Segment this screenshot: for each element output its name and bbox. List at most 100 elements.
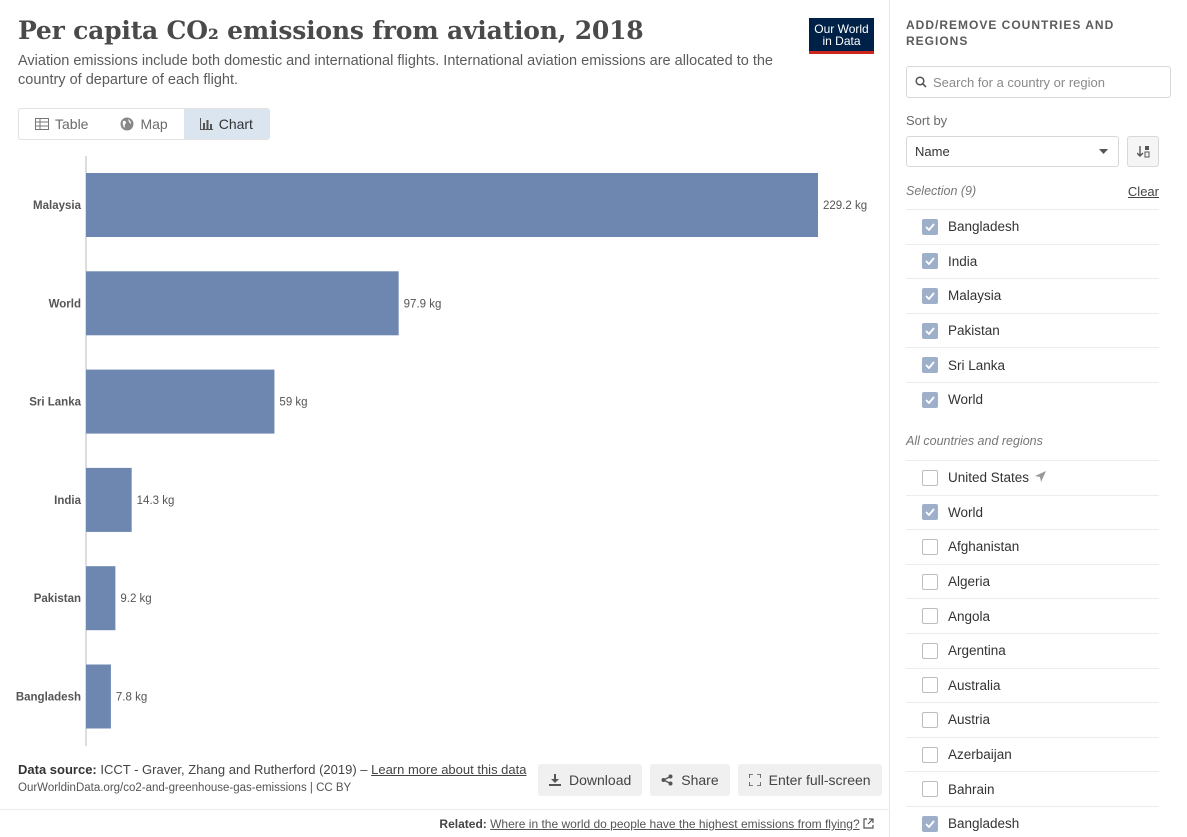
all-header: All countries and regions (906, 434, 1159, 448)
checkbox[interactable] (922, 357, 938, 374)
category-label: India (54, 495, 81, 507)
bar-sri-lanka[interactable] (86, 369, 275, 434)
country-label: Sri Lanka (948, 357, 1006, 373)
country-label: India (948, 253, 978, 269)
bar-chart: Malaysia 229.2 kg World 97.9 kg Sri Lanka 59 … (16, 156, 867, 746)
owid-logo[interactable]: Our World in Data (809, 18, 874, 54)
country-item[interactable]: Sri Lanka (906, 347, 1159, 382)
download-label: Download (569, 772, 632, 788)
country-item[interactable]: Bahrain (906, 771, 1159, 806)
country-item[interactable]: Angola (906, 598, 1159, 633)
checkbox[interactable] (922, 469, 938, 486)
country-item[interactable]: Bangladesh (906, 805, 1159, 837)
sort-order-button[interactable] (1127, 136, 1159, 167)
source-url[interactable]: OurWorldinData.org/co2-and-greenhouse-ga… (18, 782, 352, 794)
country-item[interactable]: Azerbaijan (906, 736, 1159, 772)
country-item[interactable]: World (906, 494, 1159, 530)
country-label: Afghanistan (948, 539, 1020, 555)
search-input[interactable] (933, 74, 1153, 90)
share-button[interactable]: Share (650, 764, 730, 796)
checkbox[interactable] (922, 391, 938, 408)
caret-down-icon (1099, 149, 1108, 154)
country-label: World (948, 392, 984, 408)
search-icon (915, 76, 927, 88)
checkbox[interactable] (922, 781, 938, 798)
table-icon (35, 118, 49, 130)
category-label: World (49, 298, 81, 310)
country-item[interactable]: Algeria (906, 563, 1159, 599)
country-label: Bangladesh (948, 816, 1020, 832)
country-label: World (948, 504, 984, 520)
download-button[interactable]: Download (538, 764, 643, 796)
fullscreen-button[interactable]: Enter full-screen (737, 764, 882, 796)
checkbox[interactable] (922, 711, 938, 728)
bar-india[interactable] (86, 467, 132, 532)
checkbox[interactable] (922, 538, 938, 555)
checkbox[interactable] (922, 287, 938, 304)
checkbox[interactable] (922, 677, 938, 694)
value-label: 59 kg (279, 397, 307, 409)
learn-more-link[interactable]: Learn more about this data (371, 762, 527, 777)
checkbox[interactable] (922, 218, 938, 235)
selection-count: Selection (9) (906, 184, 977, 198)
checkbox[interactable] (922, 608, 938, 625)
entity-selector: ADD/REMOVE COUNTRIES AND REGIONS Sort by… (891, 0, 1187, 837)
sort-order-icon (1136, 145, 1149, 157)
checkbox[interactable] (922, 504, 938, 521)
fullscreen-label: Enter full-screen (768, 772, 871, 788)
country-label: Argentina (948, 643, 1006, 659)
value-label: 229.2 kg (823, 200, 867, 212)
check-icon (925, 292, 935, 300)
value-label: 97.9 kg (404, 298, 442, 310)
bar-malaysia[interactable] (86, 173, 818, 237)
source-text: ICCT - Graver, Zhang and Rutherford (201… (100, 762, 368, 777)
bar-pakistan[interactable] (86, 566, 116, 631)
search-box[interactable] (906, 66, 1171, 98)
category-label: Sri Lanka (29, 397, 81, 409)
country-item[interactable]: Argentina (906, 632, 1159, 668)
sort-select[interactable]: Name (906, 136, 1119, 167)
check-icon (925, 508, 935, 517)
country-item[interactable]: Australia (906, 667, 1159, 703)
related-link[interactable]: Where in the world do people have the hi… (490, 817, 860, 831)
country-item[interactable]: Afghanistan (906, 529, 1159, 564)
country-item[interactable]: United States (906, 460, 1159, 495)
country-item[interactable]: World (906, 381, 1159, 417)
expand-icon (748, 774, 761, 786)
tab-chart-label: Chart (218, 116, 253, 132)
checkbox[interactable] (922, 322, 938, 339)
check-icon (925, 257, 935, 266)
tab-map-label: Map (140, 116, 168, 132)
country-item[interactable]: Pakistan (906, 312, 1159, 348)
checkbox[interactable] (922, 815, 938, 832)
tab-map[interactable]: Map (104, 109, 183, 139)
checkbox[interactable] (922, 746, 938, 763)
category-label: Malaysia (33, 200, 82, 212)
clear-selection-button[interactable]: Clear (1127, 184, 1159, 199)
bar-bangladesh[interactable] (86, 664, 111, 729)
check-icon (925, 327, 935, 335)
check-icon (925, 820, 935, 828)
country-item[interactable]: Austria (906, 702, 1159, 737)
value-label: 9.2 kg (120, 593, 151, 605)
country-label: Bangladesh (948, 219, 1020, 235)
country-item[interactable]: Bangladesh (906, 209, 1159, 244)
country-item[interactable]: India (906, 243, 1159, 279)
country-item[interactable]: Malaysia (906, 278, 1159, 313)
country-label: Pakistan (948, 323, 1000, 339)
selection-header: Selection (9) Clear (906, 184, 1159, 199)
tab-table[interactable]: Table (19, 109, 104, 139)
action-buttons: Download Share Enter full-screen (538, 764, 882, 796)
checkbox[interactable] (922, 253, 938, 270)
view-tabs: Table Map Chart (18, 108, 270, 140)
bar-world[interactable] (86, 271, 399, 336)
value-label: 7.8 kg (116, 692, 147, 704)
country-label: Angola (948, 608, 991, 624)
checkbox[interactable] (922, 573, 938, 590)
tab-chart[interactable]: Chart (183, 109, 269, 139)
country-label: Bahrain (948, 781, 995, 797)
chart-panel: Per capita CO₂ emissions from aviation, … (0, 0, 890, 837)
logo-line-2: in Data (822, 34, 861, 48)
sort-label: Sort by (906, 113, 948, 128)
checkbox[interactable] (922, 642, 938, 659)
